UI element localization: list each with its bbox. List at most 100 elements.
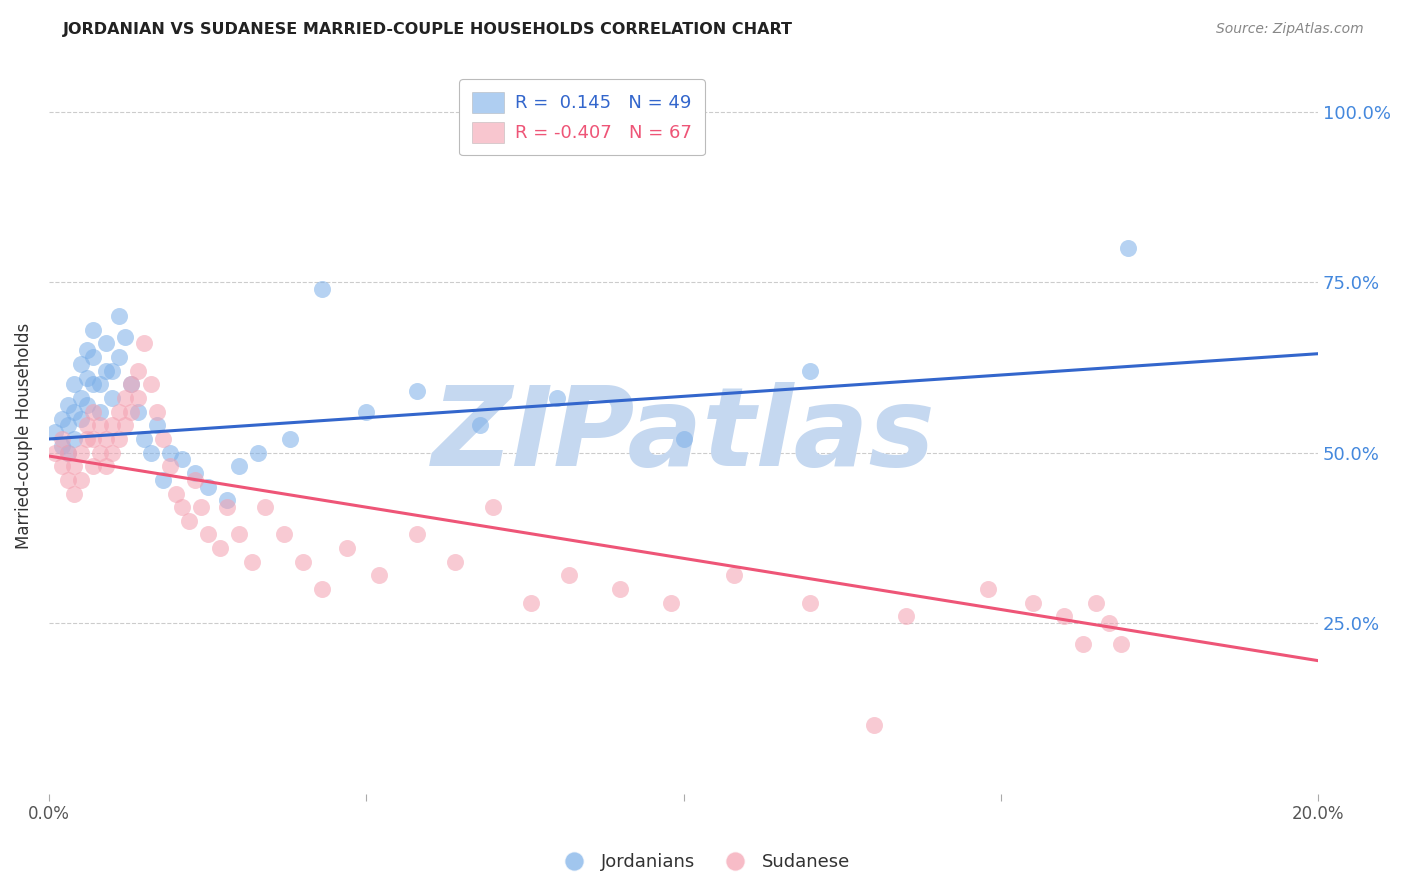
Point [127, 364, 149, 378]
Point [247, 445, 270, 459]
Point [127, 405, 149, 419]
Point [1073, 637, 1095, 651]
Text: Source: ZipAtlas.com: Source: ZipAtlas.com [1216, 22, 1364, 37]
Point [82, 405, 104, 419]
Point [146, 418, 169, 433]
Point [94, 336, 117, 351]
Point [107, 350, 129, 364]
Point [69, 411, 91, 425]
Point [101, 418, 124, 433]
Legend: Jordanians, Sudanese: Jordanians, Sudanese [548, 847, 858, 879]
Point [51, 459, 73, 474]
Point [215, 493, 238, 508]
Point [69, 445, 91, 459]
Point [121, 405, 143, 419]
Point [44, 445, 66, 459]
Point [177, 514, 200, 528]
Point [152, 473, 174, 487]
Point [114, 418, 136, 433]
Point [63, 459, 86, 474]
Y-axis label: Married-couple Households: Married-couple Households [15, 322, 32, 549]
Point [336, 541, 359, 555]
Point [101, 364, 124, 378]
Point [63, 432, 86, 446]
Point [139, 445, 162, 459]
Point [82, 432, 104, 446]
Point [107, 432, 129, 446]
Point [197, 480, 219, 494]
Point [1021, 596, 1043, 610]
Point [101, 445, 124, 459]
Point [69, 357, 91, 371]
Point [76, 418, 98, 433]
Point [444, 555, 467, 569]
Point [172, 500, 194, 515]
Point [94, 364, 117, 378]
Point [723, 568, 745, 582]
Point [799, 364, 821, 378]
Point [56, 398, 79, 412]
Point [56, 445, 79, 459]
Text: ZIPatlas: ZIPatlas [432, 382, 935, 489]
Point [1111, 637, 1133, 651]
Point [76, 343, 98, 358]
Point [82, 377, 104, 392]
Legend: R =  0.145   N = 49, R = -0.407   N = 67: R = 0.145 N = 49, R = -0.407 N = 67 [460, 79, 704, 155]
Point [159, 445, 181, 459]
Point [134, 432, 156, 446]
Point [228, 527, 250, 541]
Point [894, 609, 917, 624]
Point [165, 486, 187, 500]
Point [139, 377, 162, 392]
Point [209, 541, 232, 555]
Point [56, 445, 79, 459]
Point [82, 323, 104, 337]
Point [406, 384, 429, 399]
Point [184, 473, 207, 487]
Point [63, 486, 86, 500]
Point [1116, 241, 1139, 255]
Point [114, 391, 136, 405]
Point [172, 452, 194, 467]
Point [121, 377, 143, 392]
Point [672, 432, 695, 446]
Point [1053, 609, 1076, 624]
Point [134, 336, 156, 351]
Point [56, 418, 79, 433]
Point [311, 582, 333, 596]
Point [482, 500, 505, 515]
Point [63, 405, 86, 419]
Point [863, 718, 886, 732]
Point [1085, 596, 1108, 610]
Point [197, 527, 219, 541]
Point [82, 350, 104, 364]
Point [121, 377, 143, 392]
Point [406, 527, 429, 541]
Point [278, 432, 301, 446]
Point [240, 555, 263, 569]
Point [101, 391, 124, 405]
Text: JORDANIAN VS SUDANESE MARRIED-COUPLE HOUSEHOLDS CORRELATION CHART: JORDANIAN VS SUDANESE MARRIED-COUPLE HOU… [63, 22, 793, 37]
Point [659, 596, 682, 610]
Point [51, 439, 73, 453]
Point [51, 411, 73, 425]
Point [799, 596, 821, 610]
Point [470, 418, 492, 433]
Point [311, 282, 333, 296]
Point [253, 500, 276, 515]
Point [159, 459, 181, 474]
Point [63, 377, 86, 392]
Point [76, 370, 98, 384]
Point [368, 568, 391, 582]
Point [89, 377, 111, 392]
Point [76, 398, 98, 412]
Point [152, 432, 174, 446]
Point [76, 432, 98, 446]
Point [291, 555, 314, 569]
Point [558, 568, 581, 582]
Point [127, 391, 149, 405]
Point [609, 582, 631, 596]
Point [190, 500, 212, 515]
Point [69, 391, 91, 405]
Point [44, 425, 66, 439]
